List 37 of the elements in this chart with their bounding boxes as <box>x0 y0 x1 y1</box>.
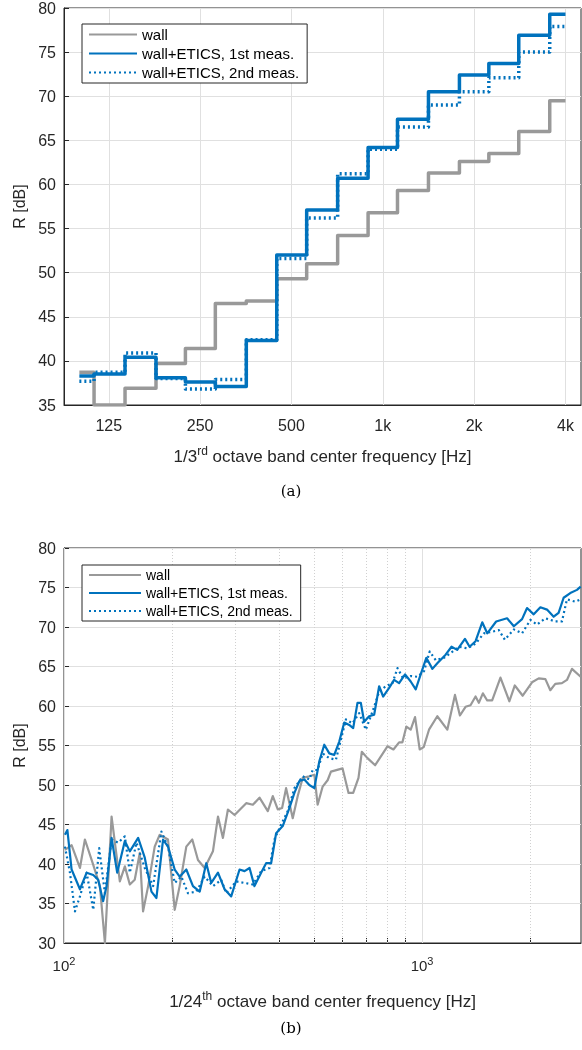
x-tick-label: 500 <box>278 416 305 434</box>
legend-label: wall+ETICS, 2nd meas. <box>141 64 300 81</box>
y-tick-label: 55 <box>38 737 57 754</box>
y-tick-label: 35 <box>38 396 57 414</box>
y-tick-label: 45 <box>38 308 57 326</box>
y-tick-label: 60 <box>38 175 57 193</box>
y-tick-label: 40 <box>38 352 57 370</box>
y-tick-label: 75 <box>38 579 57 596</box>
y-tick-label: 50 <box>38 264 57 282</box>
legend-label: wall+ETICS, 1st meas. <box>145 585 288 601</box>
y-tick-label: 35 <box>38 895 57 912</box>
y-axis-title: R [dB] <box>10 723 28 768</box>
y-tick-label: 80 <box>38 0 57 17</box>
y-tick-label: 70 <box>38 618 57 636</box>
x-tick-label: 125 <box>95 416 123 434</box>
y-tick-label: 50 <box>38 776 57 794</box>
legend-label: wall <box>145 567 171 583</box>
x-tick-label: 2k <box>465 416 484 434</box>
x-tick-label: 1k <box>374 416 393 434</box>
x-tick-label: 4k <box>557 416 575 434</box>
y-tick-label: 30 <box>38 934 57 952</box>
text: (a) <box>279 482 303 500</box>
legend-label: wall+ETICS, 2nd meas. <box>145 603 293 619</box>
y-tick-label: 65 <box>38 131 57 149</box>
y-tick-label: 55 <box>38 220 57 238</box>
text: (b) <box>279 1019 303 1037</box>
y-tick-label: 75 <box>38 43 57 61</box>
y-tick-label: 70 <box>38 87 57 105</box>
y-axis-title: R [dB] <box>10 184 28 229</box>
y-tick-label: 40 <box>38 855 57 873</box>
x-tick-label: 250 <box>186 416 214 434</box>
legend-label: wall <box>141 26 168 43</box>
y-tick-label: 65 <box>38 658 57 675</box>
y-tick-label: 45 <box>38 816 57 833</box>
legend-label: wall+ETICS, 1st meas. <box>141 45 295 62</box>
y-tick-label: 80 <box>38 539 57 557</box>
y-tick-label: 60 <box>38 697 57 715</box>
